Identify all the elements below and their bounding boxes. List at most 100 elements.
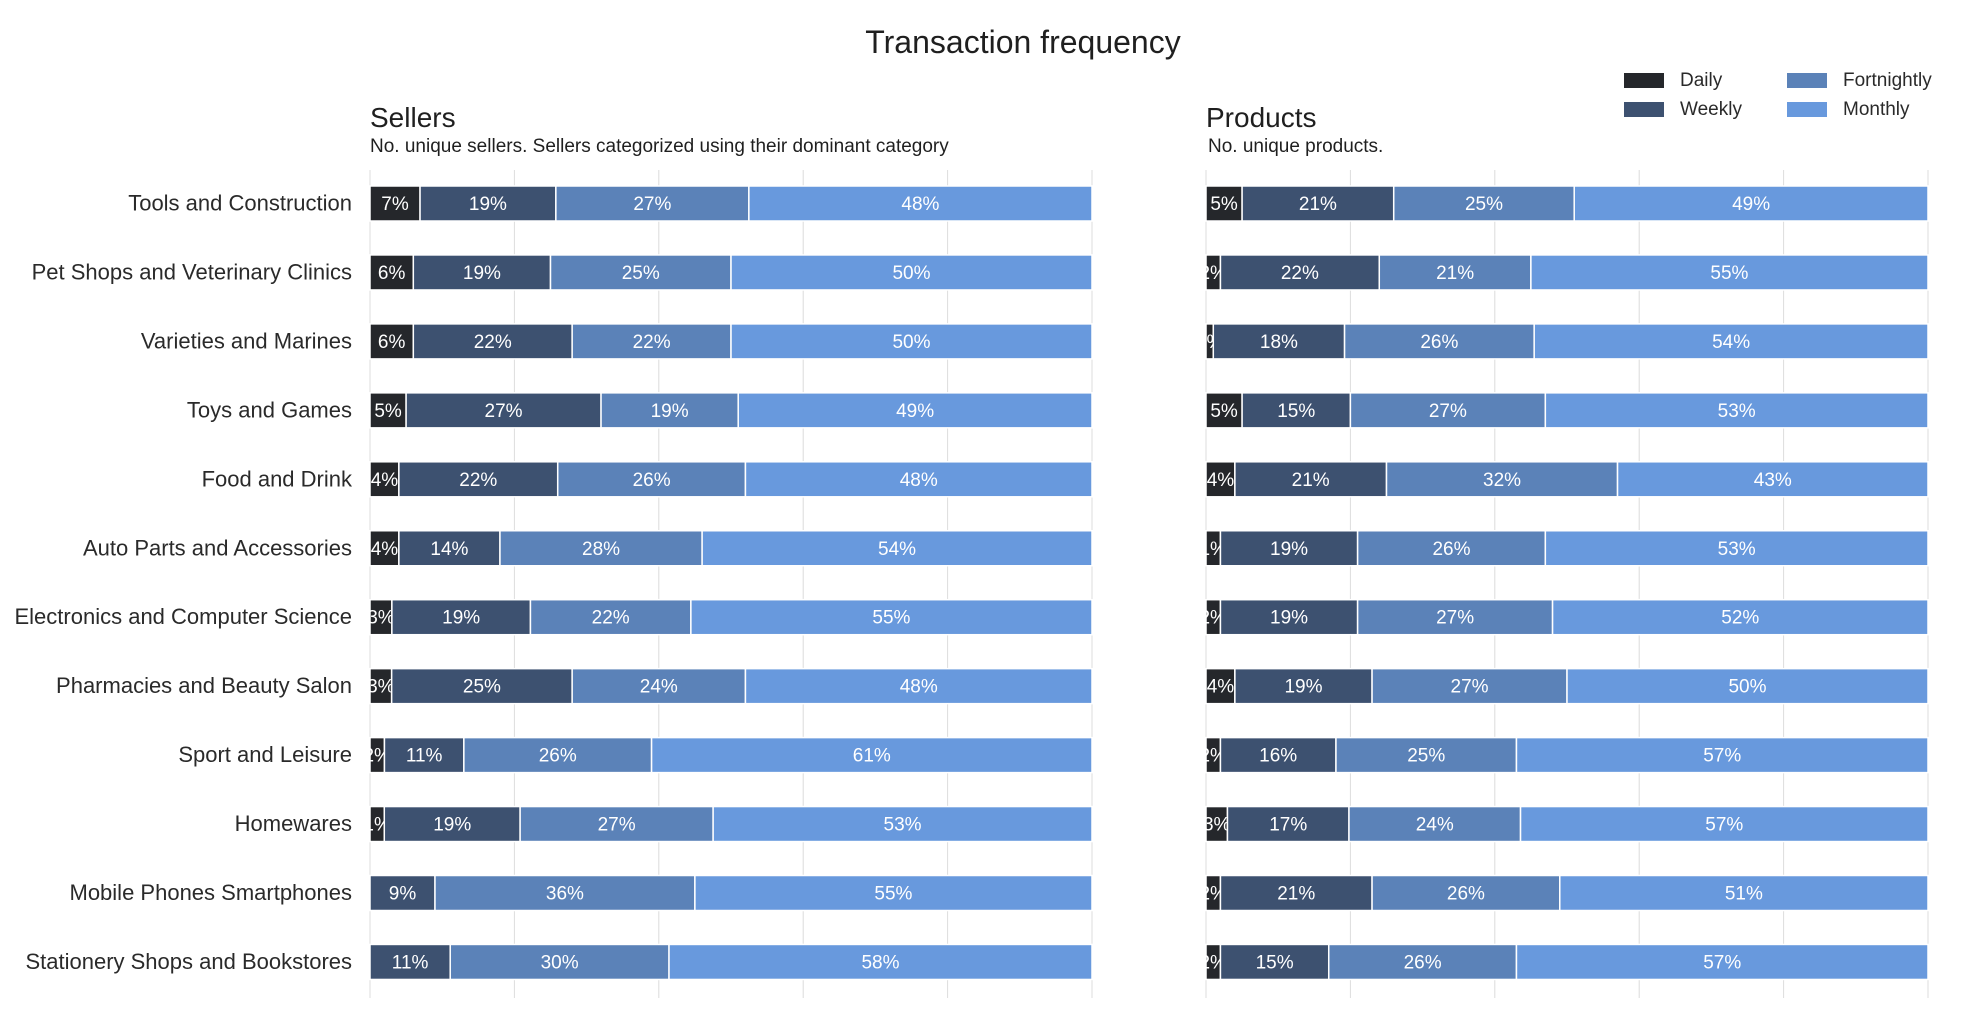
legend-swatch-fortnightly <box>1787 73 1827 88</box>
products-bar-weekly-homewares <box>1226 805 1350 843</box>
legend-label-monthly: Monthly <box>1843 99 1910 120</box>
sellers-bar-fortnightly-homewares <box>519 805 714 843</box>
products-data-label: 55% <box>1710 263 1748 284</box>
category-label-mobile-phones-smartphones: Mobile Phones Smartphones <box>70 880 353 905</box>
products-bar-monthly-stationery-shops-and-bookstores <box>1515 943 1929 981</box>
sellers-bar-weekly-varieties-and-marines <box>412 323 573 360</box>
sellers-data-label: 55% <box>874 884 912 905</box>
products-data-label: 26% <box>1404 952 1442 973</box>
sellers-bar-daily-tools-and-construction <box>369 185 421 222</box>
products-bar-fortnightly-homewares <box>1348 805 1522 843</box>
products-bar-weekly-electronics-and-computer-science <box>1219 598 1359 636</box>
sellers-bar-weekly-mobile-phones-smartphones <box>369 874 436 912</box>
sellers-data-label: 25% <box>622 263 660 284</box>
products-bar-monthly-tools-and-construction <box>1573 185 1929 222</box>
products-data-label: 27% <box>1451 677 1489 698</box>
sellers-gridlines <box>369 170 1093 998</box>
legend-label-daily: Daily <box>1680 70 1723 91</box>
sellers-data-label: 22% <box>459 470 497 491</box>
products-data-label: 25% <box>1407 746 1445 767</box>
sellers-data-label: 28% <box>582 539 620 560</box>
category-label-homewares: Homewares <box>235 811 352 836</box>
sellers-bar-monthly-varieties-and-marines <box>730 323 1093 360</box>
sellers-panel-subtitle: No. unique sellers. Sellers categorized … <box>370 136 949 157</box>
products-bar-monthly-pet-shops-and-veterinary-clinics <box>1530 254 1929 291</box>
sellers-bar-monthly-auto-parts-and-accessories <box>701 530 1093 567</box>
figure-title: Transaction frequency <box>865 24 1180 60</box>
legend-label-fortnightly: Fortnightly <box>1843 70 1932 91</box>
sellers-data-label: 53% <box>884 815 922 836</box>
products-data-label: 25% <box>1465 194 1503 215</box>
products-bar-monthly-toys-and-games <box>1544 392 1929 429</box>
sellers-data-label: 27% <box>633 194 671 215</box>
sellers-bar-weekly-toys-and-games <box>405 392 602 429</box>
products-data-label: 57% <box>1703 952 1741 973</box>
products-data-label: 19% <box>1284 677 1322 698</box>
products-data-label: 27% <box>1429 401 1467 422</box>
sellers-bar-monthly-food-and-drink <box>744 461 1093 498</box>
sellers-bar-daily-food-and-drink <box>369 461 400 498</box>
products-data-label: 21% <box>1299 194 1337 215</box>
products-bar-monthly-sport-and-leisure <box>1515 736 1929 774</box>
products-data-label: 26% <box>1447 884 1485 905</box>
products-bar-fortnightly-tools-and-construction <box>1392 185 1575 222</box>
products-data-label: 18% <box>1260 332 1298 353</box>
sellers-data-label: 50% <box>892 332 930 353</box>
sellers-data-label: 24% <box>640 677 678 698</box>
products-data-label: 57% <box>1705 815 1743 836</box>
legend-swatch-monthly <box>1787 102 1827 117</box>
sellers-data-label: 22% <box>474 332 512 353</box>
sellers-bar-fortnightly-varieties-and-marines <box>571 323 732 360</box>
sellers-bar-monthly-tools-and-construction <box>748 185 1093 222</box>
sellers-bar-fortnightly-mobile-phones-smartphones <box>434 874 696 912</box>
products-data-label: 32% <box>1483 470 1521 491</box>
products-data-label: 5% <box>1210 401 1238 422</box>
products-data-label: 43% <box>1754 470 1792 491</box>
products-bar-monthly-electronics-and-computer-science <box>1551 598 1929 636</box>
products-bar-fortnightly-food-and-drink <box>1385 461 1619 498</box>
category-label-food-and-drink: Food and Drink <box>202 466 353 491</box>
products-data-label: 15% <box>1256 952 1294 973</box>
products-bar-weekly-pet-shops-and-veterinary-clinics <box>1219 254 1381 291</box>
products-bars: 5% 21% 25% 49%2% 22% 21% 55%1% 18% 26% 54%5% 15% 27… <box>1196 185 1929 981</box>
sellers-bar-monthly-homewares <box>712 805 1093 843</box>
products-data-label: 15% <box>1277 401 1315 422</box>
sellers-data-label: 26% <box>539 746 577 767</box>
products-bar-fortnightly-varieties-and-marines <box>1343 323 1535 360</box>
sellers-data-label: 19% <box>433 815 471 836</box>
sellers-data-label: 4% <box>371 539 399 560</box>
sellers-data-label: 3% <box>367 608 395 629</box>
sellers-bar-monthly-pharmacies-and-beauty-salon <box>744 667 1093 705</box>
products-bar-monthly-pharmacies-and-beauty-salon <box>1566 667 1929 705</box>
sellers-bar-fortnightly-pharmacies-and-beauty-salon <box>571 667 747 705</box>
products-panel: Products No. unique products. 5% 21% 25% 49… <box>1196 102 1929 998</box>
sellers-bars: 7% 19% 27% 48% 6% 19% 25% 50% 6% 22% 22% 50% 5% 27% 19… <box>363 185 1093 981</box>
products-data-label: 17% <box>1269 815 1307 836</box>
sellers-data-label: 27% <box>485 401 523 422</box>
category-label-varieties-and-marines: Varieties and Marines <box>141 328 352 353</box>
category-label-auto-parts-and-accessories: Auto Parts and Accessories <box>83 535 352 560</box>
products-data-label: 54% <box>1712 332 1750 353</box>
products-bar-daily-pharmacies-and-beauty-salon <box>1205 667 1236 705</box>
sellers-data-label: 19% <box>463 263 501 284</box>
products-data-label: 52% <box>1721 608 1759 629</box>
products-bar-weekly-food-and-drink <box>1234 461 1388 498</box>
products-bar-fortnightly-stationery-shops-and-bookstores <box>1327 943 1518 981</box>
products-data-label: 3% <box>1203 815 1231 836</box>
products-data-label: 19% <box>1270 608 1308 629</box>
sellers-bar-fortnightly-electronics-and-computer-science <box>529 598 692 636</box>
sellers-bar-daily-varieties-and-marines <box>369 323 415 360</box>
sellers-data-label: 48% <box>900 470 938 491</box>
products-bar-monthly-auto-parts-and-accessories <box>1544 530 1929 567</box>
products-data-label: 50% <box>1728 677 1766 698</box>
sellers-data-label: 48% <box>900 677 938 698</box>
sellers-data-label: 48% <box>901 194 939 215</box>
sellers-bar-monthly-stationery-shops-and-bookstores <box>668 943 1093 981</box>
products-data-label: 22% <box>1281 263 1319 284</box>
products-bar-monthly-varieties-and-marines <box>1533 323 1929 360</box>
sellers-data-label: 19% <box>651 401 689 422</box>
sellers-data-label: 7% <box>381 194 409 215</box>
products-bar-weekly-stationery-shops-and-bookstores <box>1219 943 1330 981</box>
products-data-label: 51% <box>1725 884 1763 905</box>
sellers-data-label: 22% <box>633 332 671 353</box>
